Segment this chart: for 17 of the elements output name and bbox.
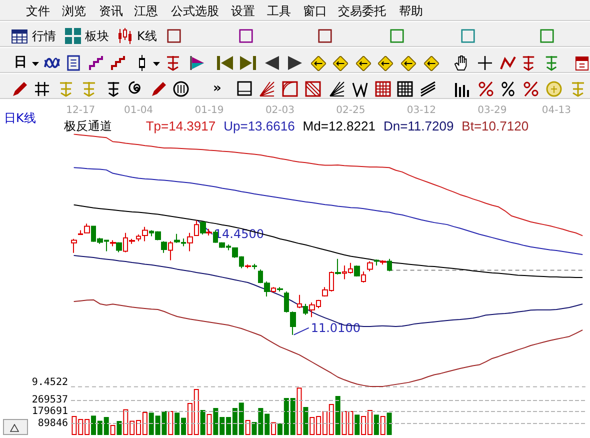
y-tick-label: 269537 [32,394,68,406]
bar [110,425,116,435]
bar [380,416,386,435]
bar [335,396,340,435]
bar [116,420,122,435]
bar [354,414,360,435]
bar [168,410,174,435]
bar [206,414,212,435]
y-tick-label: 89846 [38,418,68,429]
bar [271,422,276,435]
bar [374,414,379,435]
bar [245,420,250,435]
bar [200,410,206,435]
bar [303,406,308,435]
y-tick-label: 179691 [32,406,68,418]
bar [386,412,392,435]
bar [296,388,302,435]
